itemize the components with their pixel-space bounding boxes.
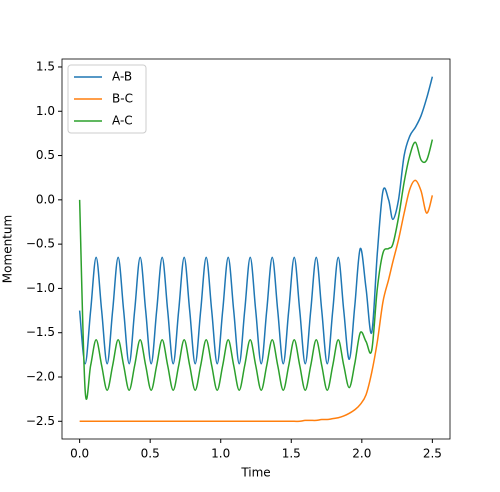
legend-label: B-C: [112, 92, 133, 106]
y-tick-label: 0.0: [36, 192, 55, 206]
series-line: [78, 139, 434, 401]
legend-label: A-C: [112, 114, 133, 128]
y-tick-label: −0.5: [26, 237, 55, 251]
x-tick-label: 0.0: [70, 447, 89, 461]
x-tick-label: 2.5: [423, 447, 442, 461]
x-axis-label: Time: [240, 466, 270, 480]
y-tick-label: −1.5: [26, 325, 55, 339]
y-tick-label: −2.5: [26, 414, 55, 428]
y-tick-label: 1.5: [36, 59, 55, 73]
x-tick-label: 1.5: [282, 447, 301, 461]
axes-frame: [61, 58, 451, 440]
y-tick-label: 1.0: [36, 104, 55, 118]
y-axis-label: Momentum: [1, 215, 15, 283]
x-tick-label: 1.0: [211, 447, 230, 461]
legend-label: A-B: [112, 70, 132, 84]
series-line: [79, 179, 434, 423]
x-tick-label: 2.0: [352, 447, 371, 461]
series-line: [78, 76, 434, 365]
legend-box: [67, 64, 147, 134]
y-tick-label: −1.0: [26, 281, 55, 295]
y-tick-label: −2.0: [26, 369, 55, 383]
y-tick-label: 0.5: [36, 148, 55, 162]
x-tick-label: 0.5: [141, 447, 160, 461]
